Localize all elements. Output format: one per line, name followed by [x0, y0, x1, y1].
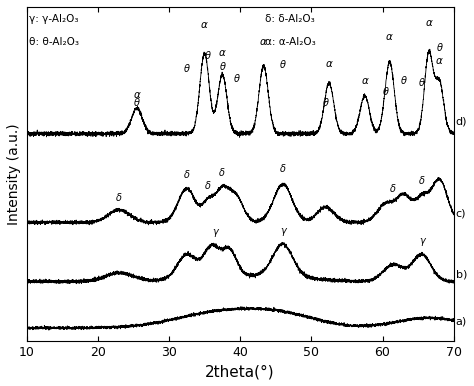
Text: θ: θ [205, 51, 211, 61]
Text: θ: θ [234, 74, 239, 84]
Text: γ: γ-Al₂O₃: γ: γ-Al₂O₃ [28, 14, 78, 24]
Text: δ: δ [280, 164, 286, 174]
X-axis label: 2theta(°): 2theta(°) [205, 364, 275, 379]
Text: θ: θ [401, 76, 407, 86]
Text: θ: θ [134, 98, 140, 108]
Text: γ: γ [280, 226, 286, 236]
Text: δ: δ [219, 168, 225, 178]
Text: α: α [436, 56, 443, 66]
Text: α: α [260, 37, 267, 47]
Text: α: α-Al₂O₃: α: α-Al₂O₃ [265, 37, 316, 46]
Text: θ: θ [419, 78, 425, 88]
Text: θ: θ [184, 64, 190, 74]
Text: b): b) [456, 270, 467, 280]
Text: α: α [326, 59, 333, 69]
Text: α: α [201, 20, 208, 30]
Text: α: α [386, 32, 393, 42]
Text: θ: θ [437, 43, 442, 53]
Text: α: α [361, 76, 368, 86]
Text: γ: γ [212, 227, 218, 237]
Text: δ: δ [116, 193, 122, 203]
Text: δ: δ [205, 181, 211, 191]
Text: δ: δ [419, 176, 425, 186]
Text: θ: θ [219, 62, 225, 72]
Text: δ: δ-Al₂O₃: δ: δ-Al₂O₃ [265, 14, 315, 24]
Text: δ: δ [390, 184, 396, 194]
Text: θ: θ [383, 88, 389, 97]
Text: θ: θ-Al₂O₃: θ: θ-Al₂O₃ [28, 37, 79, 46]
Text: α: α [133, 90, 140, 100]
Text: a): a) [456, 316, 467, 326]
Y-axis label: Intensity (a.u.): Intensity (a.u.) [7, 123, 21, 225]
Text: δ: δ [184, 170, 190, 180]
Text: α: α [425, 17, 432, 27]
Text: θ: θ [280, 60, 286, 70]
Text: α: α [219, 47, 226, 58]
Text: θ: θ [322, 98, 328, 108]
Text: c): c) [456, 208, 466, 218]
Text: d): d) [456, 117, 467, 127]
Text: γ: γ [419, 236, 425, 246]
